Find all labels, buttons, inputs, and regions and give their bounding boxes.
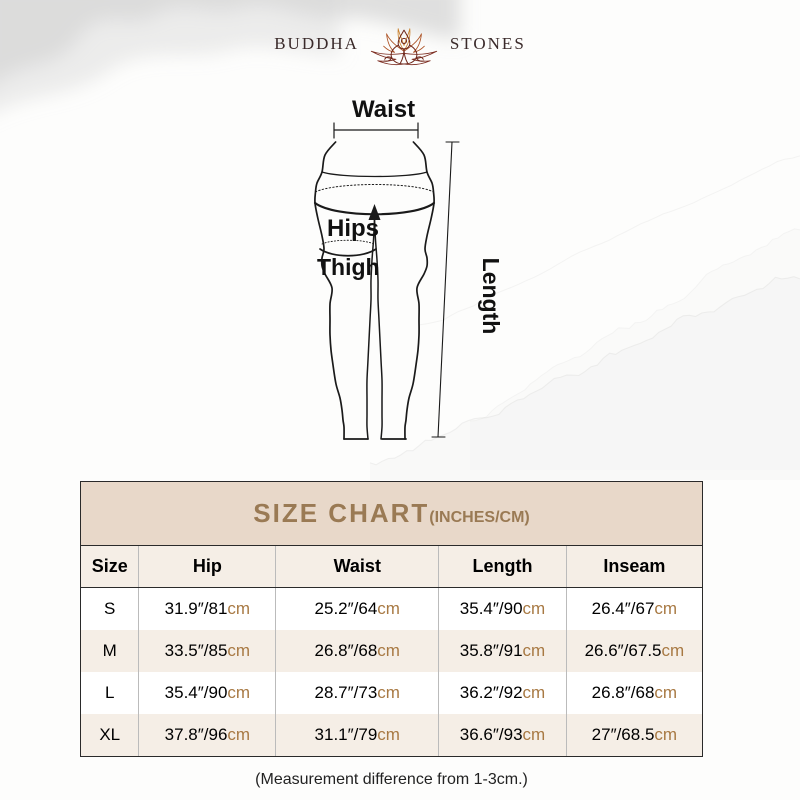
svg-text:Waist: Waist xyxy=(352,96,415,123)
svg-text:Hips: Hips xyxy=(327,215,379,242)
svg-text:Length: Length xyxy=(478,258,504,335)
svg-text:Thigh: Thigh xyxy=(317,254,380,280)
